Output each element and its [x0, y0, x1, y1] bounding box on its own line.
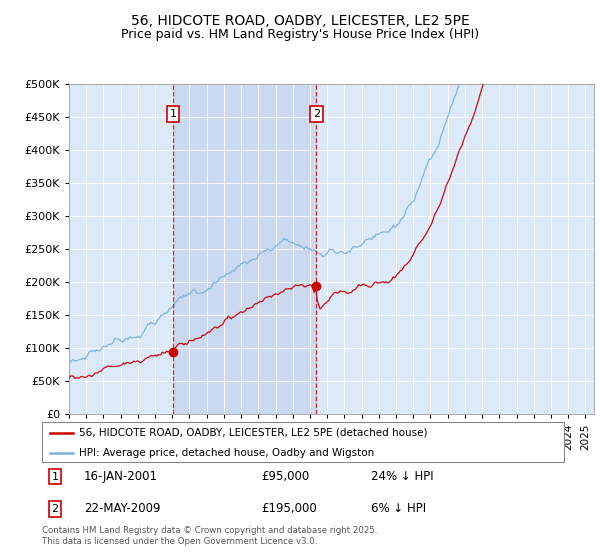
Text: 22-MAY-2009: 22-MAY-2009 — [84, 502, 160, 515]
FancyBboxPatch shape — [42, 422, 564, 462]
Text: 1: 1 — [169, 109, 176, 119]
Text: Contains HM Land Registry data © Crown copyright and database right 2025.
This d: Contains HM Land Registry data © Crown c… — [42, 526, 377, 546]
Text: 2: 2 — [52, 504, 59, 514]
Text: HPI: Average price, detached house, Oadby and Wigston: HPI: Average price, detached house, Oadb… — [79, 448, 374, 458]
Text: 1: 1 — [52, 472, 59, 482]
Text: £95,000: £95,000 — [261, 470, 310, 483]
Text: 6% ↓ HPI: 6% ↓ HPI — [371, 502, 426, 515]
Text: Price paid vs. HM Land Registry's House Price Index (HPI): Price paid vs. HM Land Registry's House … — [121, 28, 479, 41]
Bar — [173, 84, 316, 414]
Text: 56, HIDCOTE ROAD, OADBY, LEICESTER, LE2 5PE: 56, HIDCOTE ROAD, OADBY, LEICESTER, LE2 … — [131, 14, 469, 28]
Text: £195,000: £195,000 — [261, 502, 317, 515]
Text: 24% ↓ HPI: 24% ↓ HPI — [371, 470, 433, 483]
Text: 2: 2 — [313, 109, 320, 119]
Text: 16-JAN-2001: 16-JAN-2001 — [84, 470, 158, 483]
Text: 56, HIDCOTE ROAD, OADBY, LEICESTER, LE2 5PE (detached house): 56, HIDCOTE ROAD, OADBY, LEICESTER, LE2 … — [79, 428, 427, 438]
